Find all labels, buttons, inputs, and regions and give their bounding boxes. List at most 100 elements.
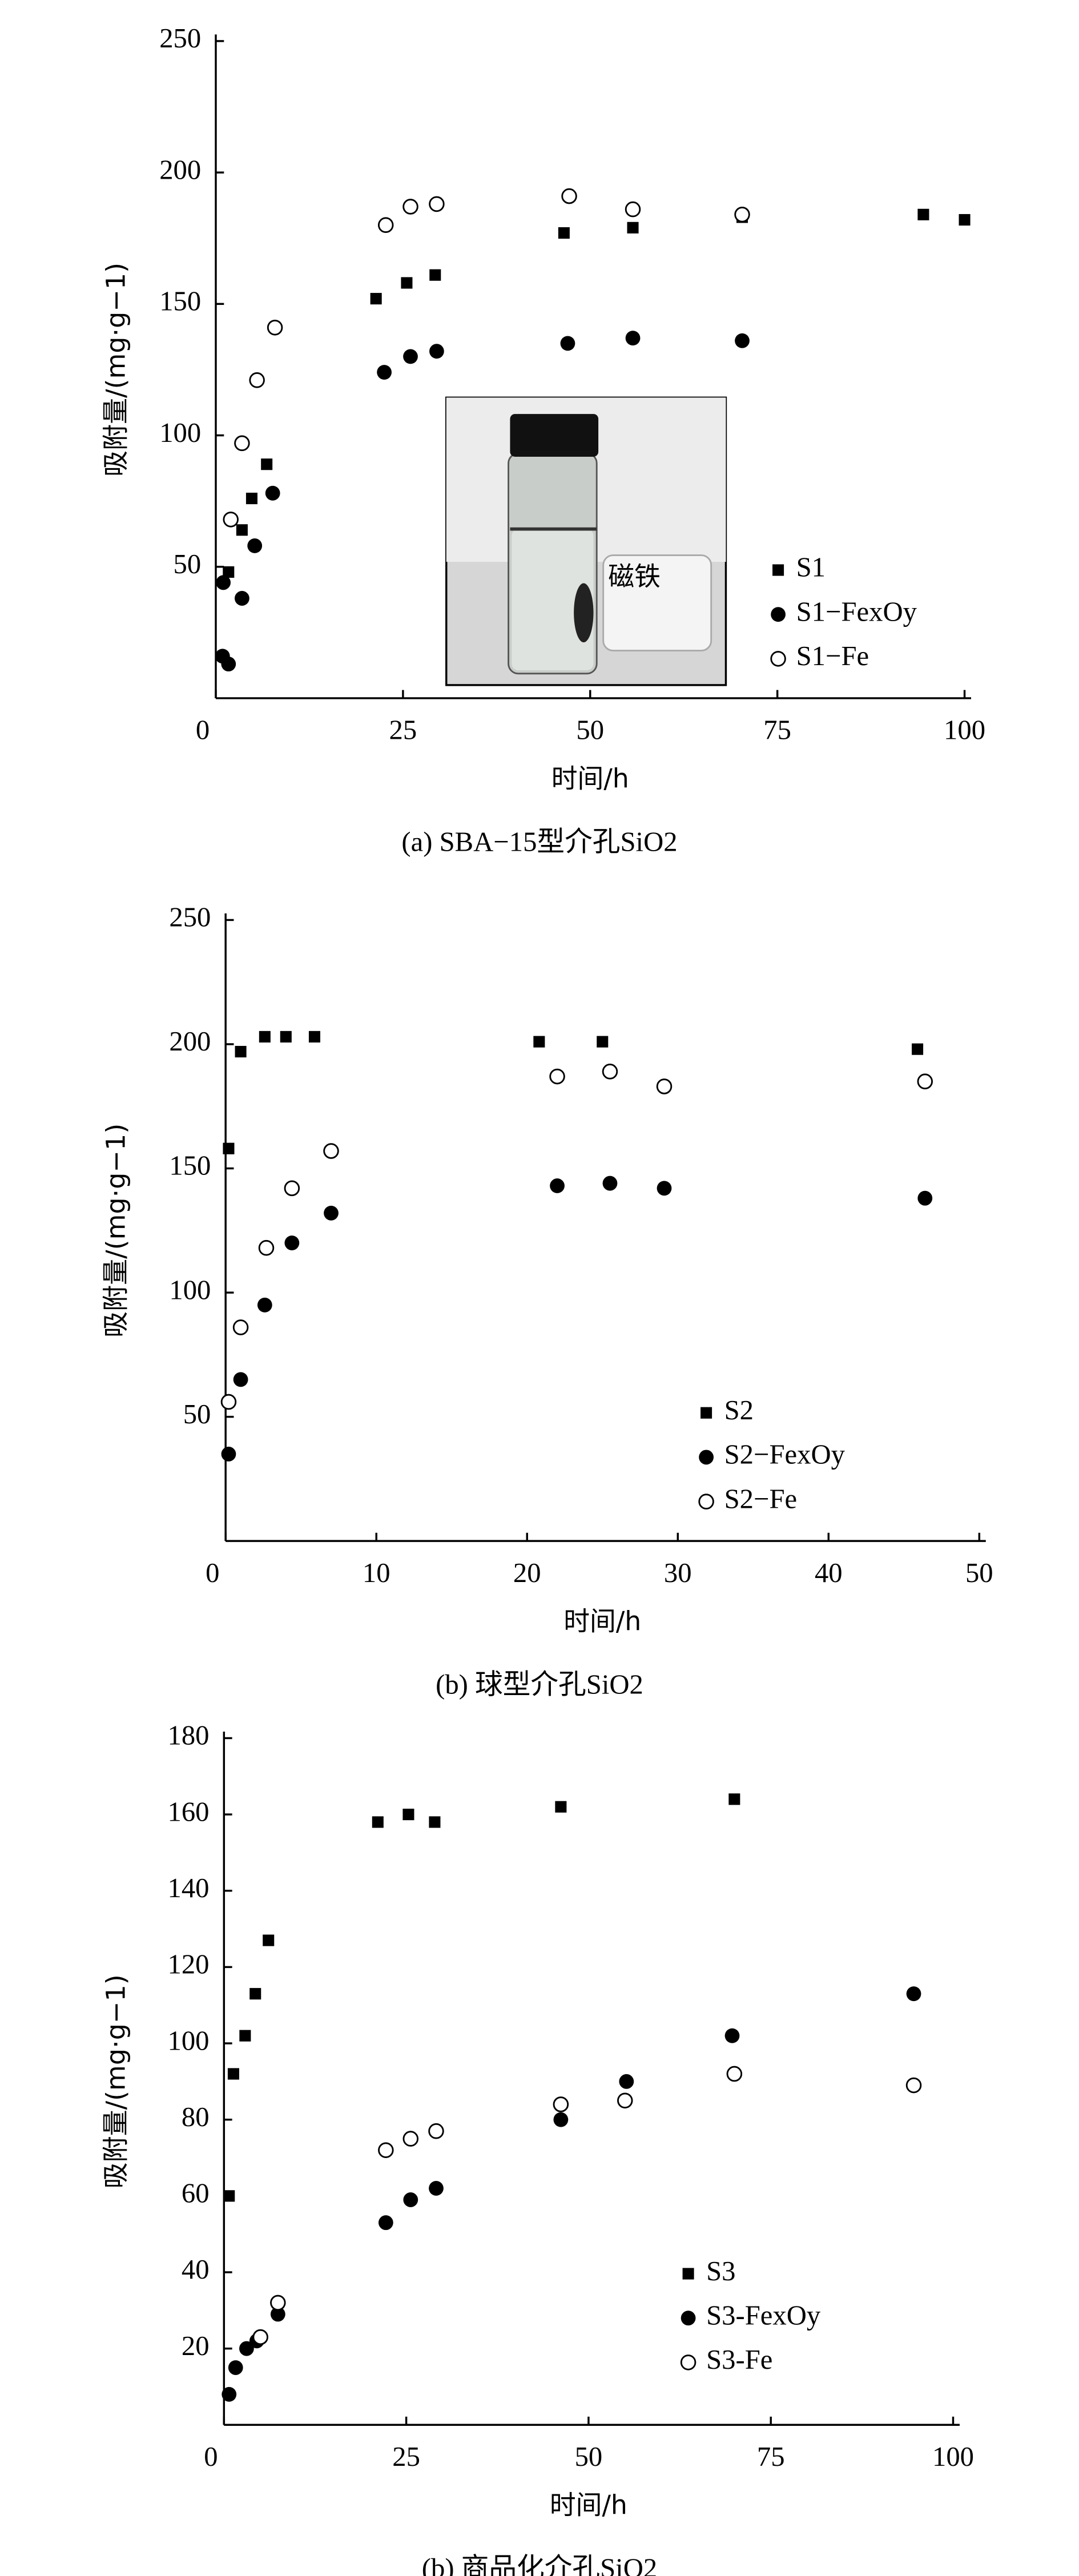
data-point — [726, 2066, 743, 2082]
data-point — [261, 458, 273, 470]
y-tick-label: 180 — [168, 1720, 210, 1751]
data-point — [403, 2192, 418, 2207]
data-point — [625, 331, 641, 346]
data-point — [429, 2181, 444, 2196]
legend-marker — [681, 2311, 696, 2326]
data-point — [403, 349, 418, 364]
x-tick-label: 0 — [196, 715, 210, 746]
data-point — [223, 1142, 235, 1154]
data-point — [401, 277, 413, 289]
y-tick-label: 250 — [169, 902, 211, 933]
legend-marker — [700, 1407, 712, 1419]
data-point — [245, 492, 257, 505]
data-point — [234, 435, 250, 452]
y-tick-label: 200 — [159, 154, 201, 185]
x-axis-title: 时间/h — [563, 1605, 641, 1636]
data-point — [734, 206, 750, 223]
y-tick-label: 20 — [182, 2331, 210, 2361]
data-point — [429, 269, 441, 281]
x-tick-label: 30 — [664, 1557, 692, 1588]
x-tick-label: 0 — [206, 1557, 219, 1588]
y-tick-label: 50 — [174, 549, 202, 579]
data-point — [428, 2123, 444, 2139]
data-point — [602, 1176, 618, 1191]
data-point — [284, 1235, 300, 1250]
data-point — [555, 1801, 567, 1813]
data-point — [239, 2030, 251, 2042]
x-tick-label: 0 — [204, 2441, 218, 2472]
legend-label: S1 — [796, 552, 826, 583]
data-point — [259, 1031, 271, 1043]
data-point — [625, 201, 641, 218]
data-point — [906, 1986, 921, 2002]
data-point — [247, 538, 263, 553]
data-point — [378, 2215, 393, 2231]
data-point — [378, 2142, 394, 2158]
data-point — [402, 199, 418, 215]
x-tick-label: 75 — [763, 715, 791, 746]
data-point — [560, 336, 575, 351]
legend-marker — [770, 651, 786, 667]
data-point — [220, 1394, 237, 1410]
data-point — [656, 1078, 673, 1094]
legend-label: S2−Fe — [724, 1483, 798, 1514]
y-axis-title: 吸附量/(mg·g−1) — [100, 1124, 131, 1338]
data-point — [533, 1036, 545, 1048]
y-axis-title: 吸附量/(mg·g−1) — [100, 1974, 131, 2188]
x-tick-label: 25 — [389, 715, 417, 746]
y-tick-label: 80 — [182, 2102, 210, 2132]
data-point — [912, 1043, 924, 1055]
data-point — [553, 2096, 569, 2112]
data-point — [372, 1816, 384, 1828]
data-point — [249, 1988, 261, 2000]
data-point — [323, 1143, 339, 1159]
data-point — [657, 1181, 672, 1196]
y-tick-label: 140 — [168, 1873, 210, 1903]
data-point — [558, 227, 570, 239]
data-point — [308, 1031, 320, 1043]
data-point — [233, 1372, 248, 1387]
data-point — [267, 319, 283, 336]
y-tick-label: 200 — [169, 1026, 211, 1057]
legend-marker — [772, 564, 784, 576]
data-point — [324, 1205, 339, 1221]
data-point — [216, 575, 231, 590]
data-point — [597, 1036, 609, 1048]
x-tick-label: 20 — [513, 1557, 541, 1588]
data-point — [627, 222, 639, 234]
y-tick-label: 250 — [159, 23, 201, 54]
data-point — [263, 1934, 275, 1946]
y-tick-label: 100 — [168, 2025, 210, 2056]
data-point — [270, 2295, 286, 2311]
x-tick-label: 25 — [392, 2441, 420, 2472]
data-point — [917, 208, 929, 220]
data-point — [917, 1190, 933, 1206]
data-point — [724, 2028, 740, 2043]
data-point — [553, 2112, 569, 2127]
data-point — [905, 2077, 922, 2094]
x-tick-label: 40 — [815, 1557, 843, 1588]
y-tick-label: 120 — [168, 1949, 210, 1980]
legend-marker — [698, 1494, 714, 1510]
data-point — [377, 365, 392, 380]
legend-marker — [680, 2354, 696, 2370]
data-point — [252, 2329, 268, 2345]
data-point — [257, 1297, 272, 1313]
inset-label: 磁铁 — [608, 561, 661, 591]
data-point — [370, 293, 382, 305]
legend-label: S3 — [706, 2256, 735, 2287]
data-point — [429, 344, 444, 359]
data-point — [232, 1319, 249, 1335]
data-point — [549, 1068, 565, 1085]
x-tick-label: 75 — [757, 2441, 785, 2472]
x-tick-label: 100 — [944, 715, 985, 746]
legend-label: S2−FexOy — [724, 1439, 846, 1470]
data-point — [235, 1045, 247, 1058]
legend-label: S3-FexOy — [706, 2300, 821, 2331]
y-tick-label: 160 — [168, 1796, 210, 1827]
chart-caption: (b) 球型介孔SiO2 — [436, 1669, 643, 1700]
y-tick-label: 150 — [169, 1150, 211, 1181]
legend-marker — [699, 1450, 714, 1465]
data-point — [619, 2074, 634, 2089]
data-point — [429, 196, 445, 212]
